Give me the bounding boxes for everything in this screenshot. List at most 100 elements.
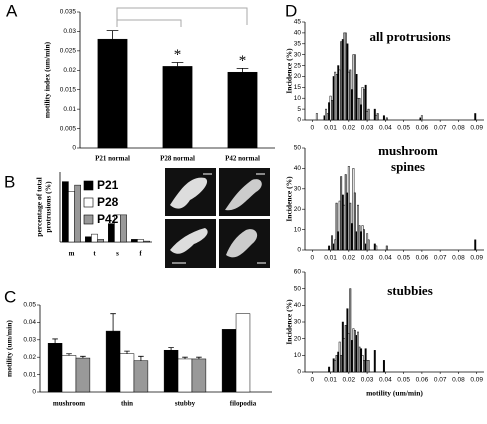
bar [353, 330, 356, 373]
error-bar [66, 353, 72, 356]
bar [335, 202, 338, 251]
x-tick-label: stubby [175, 400, 196, 408]
x-tick-label: 0.07 [434, 255, 447, 262]
x-tick-label: 0.02 [343, 255, 356, 262]
x-tick-label: 0.06 [416, 377, 429, 384]
x-tick-label: 0.09 [470, 377, 483, 384]
x-tick-label: s [116, 250, 119, 258]
bar [97, 38, 128, 149]
y-tick-label: 0.015 [60, 86, 77, 93]
y-tick-label: 0 [297, 247, 301, 254]
bar [358, 346, 361, 373]
bar [375, 245, 378, 251]
bar [420, 115, 423, 121]
bar [162, 66, 193, 149]
bar [373, 108, 376, 121]
y-tick-label: 45 [294, 19, 302, 26]
error-bar [196, 356, 202, 359]
y-tick-label: 0.02 [23, 354, 36, 361]
bar [349, 69, 352, 121]
bar [143, 240, 150, 243]
y-tick-label: 0.03 [23, 337, 36, 344]
y-tick-label: 15 [294, 84, 302, 91]
y-axis-label: Incidence (%) [285, 48, 294, 94]
bar [221, 329, 237, 393]
x-tick-label: 0.05 [397, 125, 410, 132]
x-tick-label: P42 normal [225, 155, 260, 163]
bar [75, 357, 91, 393]
bar [191, 358, 207, 393]
panel-letter: A [6, 1, 18, 20]
error-bar [106, 30, 119, 40]
y-tick-label: 20 [294, 73, 302, 80]
bar [120, 214, 127, 243]
x-axis-label: motility (um/min) [366, 389, 423, 398]
x-tick-label: 0.05 [397, 377, 410, 384]
error-bar [138, 355, 144, 361]
bar [363, 89, 365, 121]
x-tick-label: t [93, 250, 96, 258]
error-bar [171, 62, 184, 67]
bar [358, 97, 361, 121]
y-tick-label: 0.02 [63, 67, 76, 74]
panel-letter: B [4, 172, 15, 191]
bar [331, 235, 333, 251]
legend-label: P42 [97, 212, 119, 226]
y-tick-label: 0.04 [23, 319, 36, 326]
chart-title: mushroom spines [378, 143, 438, 174]
x-tick-label: 0.06 [416, 125, 429, 132]
x-tick-label: 0.08 [452, 377, 465, 384]
x-tick-label: 0.08 [452, 255, 465, 262]
y-axis-label: Incidence (%) [285, 176, 294, 222]
bar [131, 239, 138, 243]
x-tick-label: 0.08 [452, 125, 465, 132]
bar [108, 223, 115, 243]
bar [119, 353, 135, 393]
error-bar [124, 350, 130, 354]
legend-swatch [83, 180, 94, 191]
x-tick-label: 0.04 [379, 255, 392, 262]
y-tick-label: 60 [294, 269, 302, 276]
x-tick-label: P28 normal [160, 155, 195, 163]
x-tick-label: 0 [310, 377, 314, 384]
bar [177, 358, 193, 393]
bar [358, 225, 361, 251]
panel-letter: C [4, 287, 16, 306]
bar [385, 245, 388, 251]
bar [349, 202, 352, 251]
y-tick-label: 5 [297, 106, 301, 113]
legend-swatch [83, 197, 94, 208]
bar [335, 74, 338, 121]
x-tick-label: 0.04 [379, 125, 392, 132]
y-tick-label: 0.03 [63, 28, 76, 35]
chart-title: all protrusions [369, 29, 450, 44]
x-tick-label: 0 [310, 255, 314, 262]
y-tick-label: 0 [297, 117, 301, 124]
y-tick-label: 0 [32, 389, 36, 396]
x-tick-label: 0.03 [361, 125, 374, 132]
bar [373, 350, 376, 373]
annotation: * [174, 47, 182, 63]
y-tick-label: 10 [294, 226, 302, 233]
bar [74, 184, 81, 243]
bar [235, 313, 251, 393]
bar [367, 108, 370, 121]
y-tick-label: 0 [297, 369, 301, 376]
bar [340, 355, 343, 373]
x-tick-label: 0.06 [416, 255, 429, 262]
legend-swatch [83, 214, 94, 225]
x-tick-label: 0.03 [361, 377, 374, 384]
error-bar [168, 347, 174, 351]
bar [349, 288, 352, 373]
bar [340, 41, 343, 121]
bar [61, 355, 77, 393]
x-tick-label: mushroom [53, 400, 85, 408]
bar [474, 113, 477, 121]
bar [382, 360, 385, 373]
bar [328, 366, 331, 373]
y-tick-label: 50 [294, 285, 302, 292]
x-tick-label: 0.04 [379, 377, 392, 384]
y-tick-label: 40 [294, 30, 302, 37]
bar [474, 239, 477, 251]
